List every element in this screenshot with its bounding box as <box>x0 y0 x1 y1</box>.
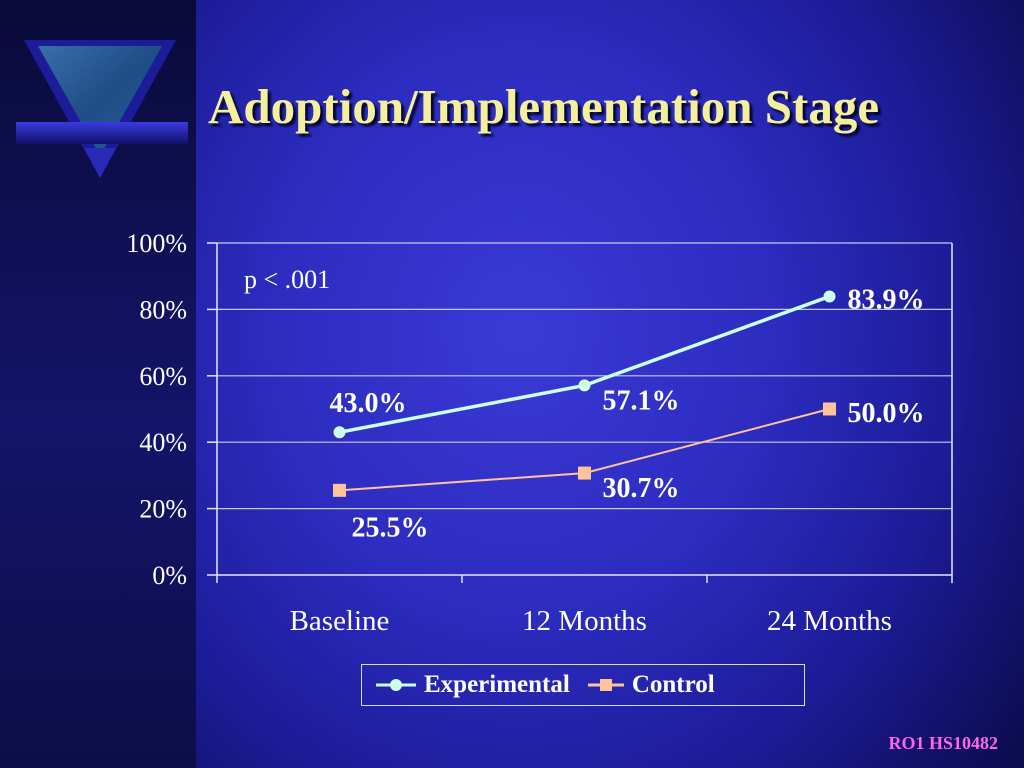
data-point-control <box>578 466 591 480</box>
x-tick-label: Baseline <box>290 605 390 637</box>
x-tick-label: 12 Months <box>522 605 647 637</box>
legend-item-experimental: Experimental <box>374 671 570 699</box>
legend-label-control: Control <box>631 671 715 698</box>
series-line-experimental <box>339 294 831 434</box>
inverted-triangle-emblem-icon <box>16 40 188 178</box>
data-point-experimental <box>578 379 591 392</box>
data-label: 50.0% <box>848 398 925 429</box>
data-label: 43.0% <box>330 388 407 419</box>
y-tick-label: 0% <box>152 561 187 590</box>
data-point-control <box>333 483 346 497</box>
legend-marker-square-icon <box>587 679 624 691</box>
slide-title: Adoption/Implementation Stage <box>208 79 880 134</box>
y-tick-label: 60% <box>139 362 187 391</box>
y-tick-label: 40% <box>139 428 187 457</box>
data-point-experimental <box>333 426 346 439</box>
chart-legend: Experimental Control <box>361 664 805 706</box>
data-point-control <box>823 402 836 416</box>
data-label: 57.1% <box>603 385 680 416</box>
y-tick-label: 100% <box>126 229 187 258</box>
x-tick-label: 24 Months <box>767 605 892 637</box>
y-tick-label: 20% <box>139 495 187 524</box>
grant-code: RO1 HS10482 <box>888 733 998 753</box>
legend-label-experimental: Experimental <box>424 671 570 698</box>
data-label: 25.5% <box>352 512 429 543</box>
data-point-experimental <box>823 290 836 303</box>
data-label: 30.7% <box>603 473 680 504</box>
legend-marker-circle-icon <box>376 679 416 691</box>
legend-item-control: Control <box>586 671 715 699</box>
data-label: 83.9% <box>848 284 925 315</box>
y-tick-label: 80% <box>139 295 187 324</box>
p-value-annotation: p < .001 <box>244 265 330 294</box>
